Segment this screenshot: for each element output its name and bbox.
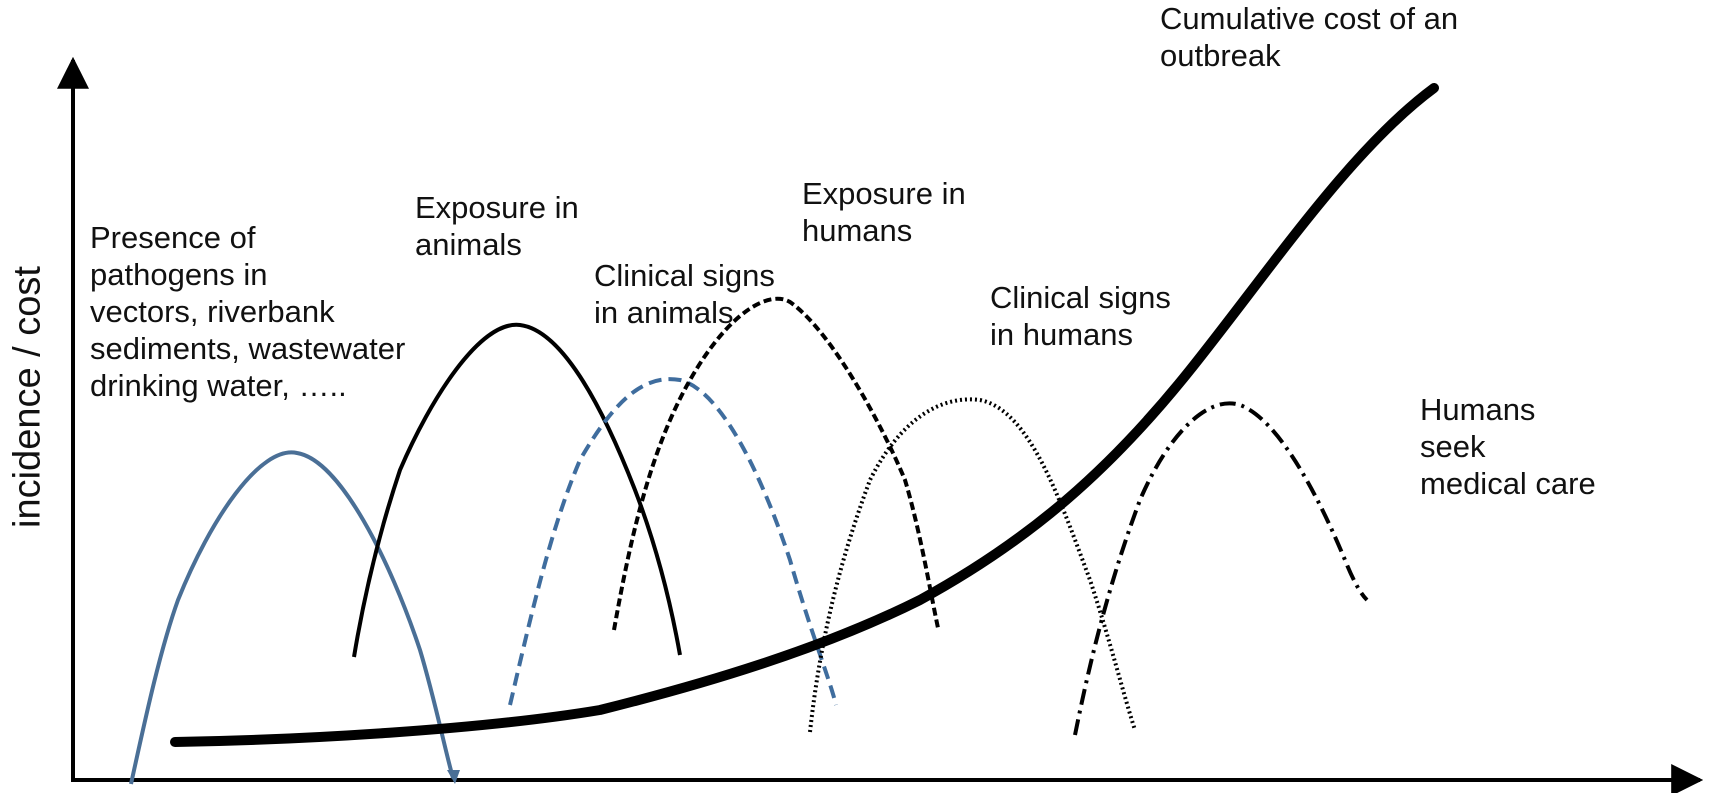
label-exposure-humans: Exposure in humans xyxy=(802,175,966,249)
label-line: Clinical signs xyxy=(990,280,1171,315)
label-line: Exposure in xyxy=(415,190,579,225)
label-pathogens: Presence of pathogens in vectors, riverb… xyxy=(90,219,405,404)
cumulative-cost-curve xyxy=(170,83,1439,747)
label-line: medical care xyxy=(1420,466,1596,501)
label-line: Exposure in xyxy=(802,176,966,211)
label-line: Clinical signs xyxy=(594,258,775,293)
humans-care-curve xyxy=(1073,401,1369,736)
label-clinical-humans: Clinical signs in humans xyxy=(990,279,1171,353)
label-line: humans xyxy=(802,213,913,248)
label-line: vectors, riverbank xyxy=(90,294,335,329)
pathogen-curve-arrowhead xyxy=(447,770,460,784)
exposure-animals-curve xyxy=(352,322,682,658)
label-line: pathogens in xyxy=(90,257,268,292)
label-line: in animals xyxy=(594,295,734,330)
label-cumulative-cost: Cumulative cost of an outbreak xyxy=(1160,0,1458,74)
clinical-animals-curve xyxy=(508,377,838,706)
label-line: Presence of xyxy=(90,220,256,255)
label-line: seek xyxy=(1420,429,1486,464)
pathogen-presence-curve xyxy=(129,450,455,785)
label-line: sediments, wastewater xyxy=(90,331,406,366)
label-line: animals xyxy=(415,227,522,262)
label-line: Cumulative cost of an xyxy=(1160,1,1459,36)
label-humans-care: Humans seek medical care xyxy=(1420,391,1596,502)
y-axis-label: incidence / cost xyxy=(6,266,49,528)
exposure-humans-curve xyxy=(612,296,940,631)
label-exposure-animals: Exposure in animals xyxy=(415,189,579,263)
label-line: Humans xyxy=(1420,392,1536,427)
label-line: in humans xyxy=(990,317,1134,352)
label-line: drinking water, ….. xyxy=(90,368,347,403)
label-clinical-animals: Clinical signs in animals xyxy=(594,257,775,331)
label-line: outbreak xyxy=(1160,38,1281,73)
